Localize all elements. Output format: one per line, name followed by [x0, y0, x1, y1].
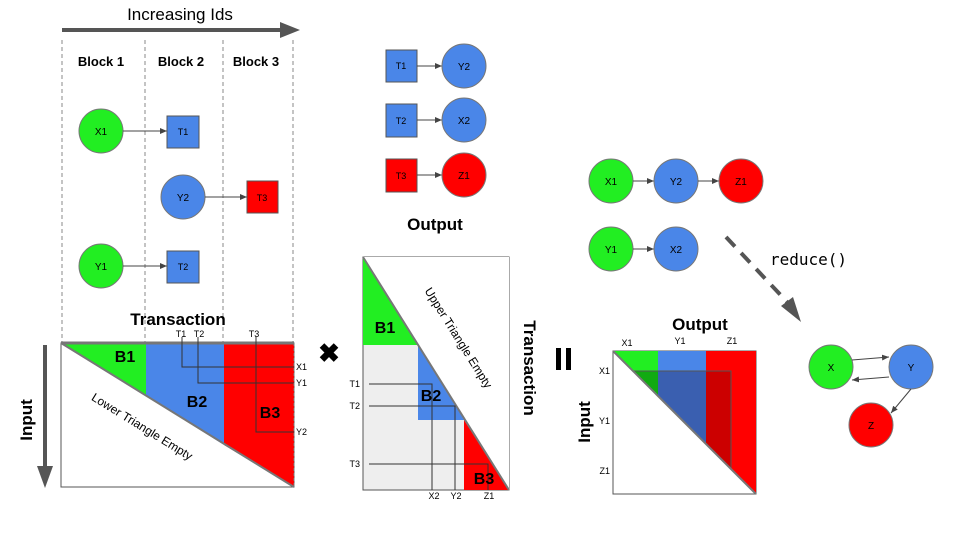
reduced-edge-y-x	[851, 376, 890, 383]
mapping-row-2-source: T2	[396, 116, 407, 126]
matrix1-title: Transaction	[130, 310, 225, 329]
matrix1-b3-block	[224, 343, 294, 487]
chain-1-node-y2: Y2	[670, 177, 683, 188]
matrix3-top-tick-y1: Y1	[674, 336, 685, 346]
node-t3-label: T3	[257, 193, 268, 203]
matrix2-b1-label: B1	[375, 320, 396, 337]
matrix1-right-tick-x1: X1	[296, 362, 307, 372]
matrix2-left-tick-t1: T1	[349, 379, 360, 389]
matrix3-left-tick-y1: Y1	[599, 416, 610, 426]
block-dividers	[61, 40, 294, 345]
matrix2-side-label: Transaction	[520, 320, 539, 415]
matrix3-side-label: Input	[575, 401, 594, 443]
chain-2-node-y1: Y1	[605, 245, 618, 256]
reduced-edge-x-y	[851, 354, 890, 361]
multiply-operator: ✖	[318, 338, 340, 368]
chain-1-node-z1: Z1	[735, 177, 747, 188]
node-y2: Y2	[160, 174, 206, 220]
matrix1-b1-label: B1	[115, 349, 136, 366]
mapping-row-1: T1 Y2	[385, 43, 487, 89]
matrix1-b3-label: B3	[260, 405, 281, 422]
reduced-graph: X Y Z	[808, 344, 934, 448]
reduced-node-y: Y	[908, 363, 915, 374]
matrix1-top-tick-t3: T3	[249, 329, 260, 339]
mapping-row-3-target: Z1	[458, 171, 470, 182]
node-t1-label: T1	[178, 127, 189, 137]
matrix2-bottom-tick-x2: X2	[428, 491, 439, 501]
matrix1-right-tick-y1: Y1	[296, 378, 307, 388]
matrix1-top-tick-t1: T1	[176, 329, 187, 339]
matrix2-left-tick-t3: T3	[349, 459, 360, 469]
block-1-label: Block 1	[78, 54, 124, 69]
matrix1-right-tick-y2: Y2	[296, 427, 307, 437]
node-t1: T1	[166, 115, 200, 149]
mapping-row-2-target: X2	[458, 116, 471, 127]
matrix3-top-tick-z1: Z1	[727, 336, 738, 346]
matrix1	[60, 337, 295, 488]
matrix1-b2-block	[146, 343, 224, 445]
chain-2: Y1 X2	[588, 226, 699, 272]
node-y1-label: Y1	[95, 262, 108, 273]
increasing-ids-label: Increasing Ids	[127, 5, 233, 24]
matrix2	[362, 256, 510, 491]
chain-1-node-x1: X1	[605, 177, 618, 188]
reduced-node-x: X	[828, 363, 835, 374]
input-down-arrow	[37, 345, 53, 488]
node-y2-label: Y2	[177, 193, 190, 204]
matrix2-bottom-tick-y2: Y2	[450, 491, 461, 501]
node-t3: T3	[246, 180, 279, 214]
matrix2-bottom-tick-z1: Z1	[484, 491, 495, 501]
block-3-label: Block 3	[233, 54, 279, 69]
mapping-row-3-source: T3	[396, 171, 407, 181]
reduced-edge-y-z	[890, 388, 912, 414]
mapping-row-1-target: Y2	[458, 62, 471, 73]
matrix3-title: Output	[672, 315, 728, 334]
chain-2-node-x2: X2	[670, 245, 683, 256]
mapping-row-2: T2 X2	[385, 97, 487, 143]
mapping-output-label: Output	[407, 215, 463, 234]
reduced-node-z: Z	[868, 421, 874, 432]
increasing-ids-arrow	[62, 22, 300, 38]
matrix1-b2-label: B2	[187, 394, 208, 411]
matrix2-b3-label: B3	[474, 471, 495, 488]
node-t2-label: T2	[178, 262, 189, 272]
mapping-row-3: T3 Z1	[385, 152, 487, 198]
matrix2-b2-label: B2	[421, 388, 442, 405]
node-t2: T2	[166, 250, 200, 284]
node-x1-label: X1	[95, 127, 108, 138]
matrix1-top-tick-t2: T2	[194, 329, 205, 339]
matrix3-left-tick-x1: X1	[599, 366, 610, 376]
matrix3	[612, 350, 757, 495]
matrix2-left-tick-t2: T2	[349, 401, 360, 411]
reduce-arrow	[724, 235, 801, 322]
reduce-label: reduce()	[770, 250, 847, 269]
matrix1-side-label: Input	[17, 399, 36, 441]
equals-operator	[556, 348, 571, 370]
chain-1: X1 Y2 Z1	[588, 158, 764, 204]
matrix3-left-tick-z1: Z1	[599, 466, 610, 476]
node-x1: X1	[78, 108, 124, 154]
block-2-label: Block 2	[158, 54, 204, 69]
node-y1: Y1	[78, 243, 124, 289]
matrix3-top-tick-x1: X1	[621, 338, 632, 348]
mapping-row-1-source: T1	[396, 61, 407, 71]
